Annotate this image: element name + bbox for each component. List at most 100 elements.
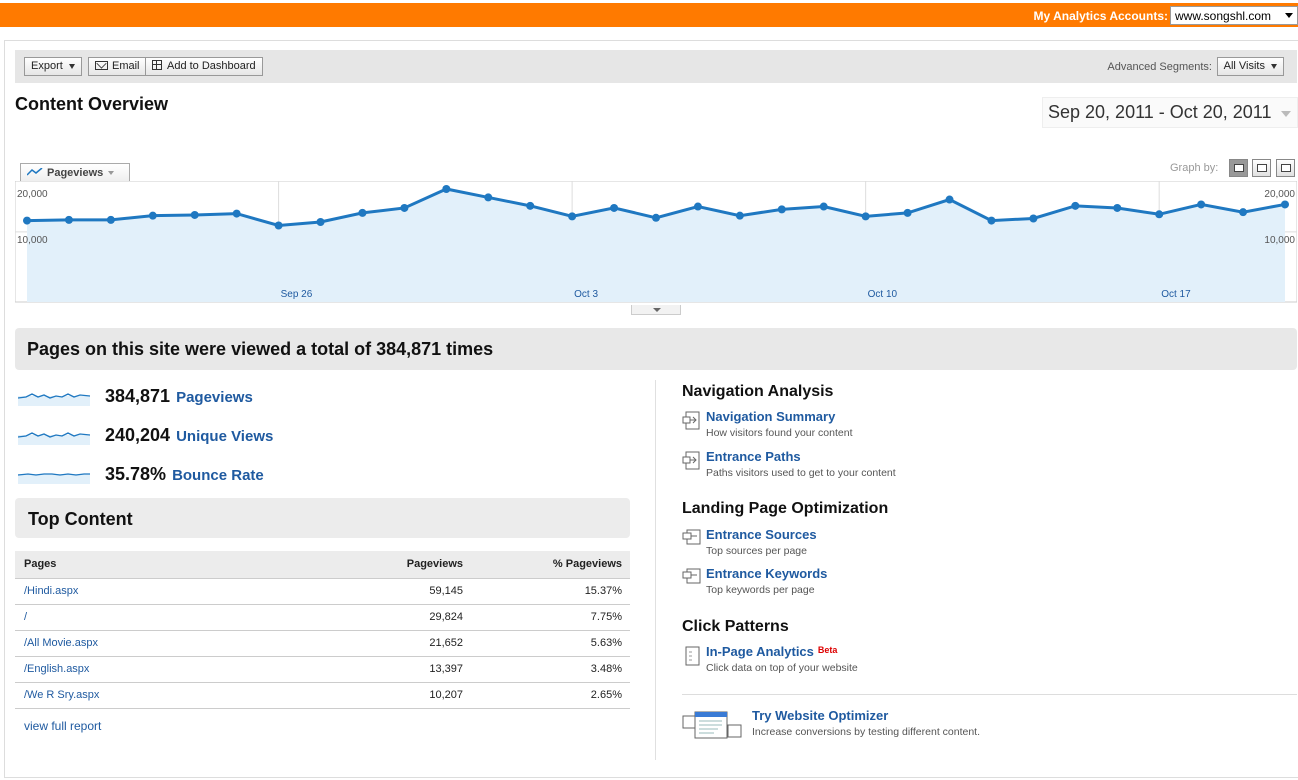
pct-cell: 3.48% <box>463 656 630 683</box>
chart-point[interactable] <box>987 216 996 225</box>
top-bar: My Analytics Accounts: www.songshl.com <box>0 0 1298 27</box>
x-tick-label: Oct 3 <box>574 289 598 300</box>
chart-point[interactable] <box>903 208 912 217</box>
metric-label: Pageviews <box>47 167 104 179</box>
navigation-summary-item: Navigation Summary How visitors found yo… <box>682 409 1082 445</box>
chart-point[interactable] <box>777 205 786 214</box>
dashboard-icon <box>152 60 162 70</box>
chart-point[interactable] <box>232 209 241 218</box>
pageviews-cell: 10,207 <box>315 682 463 709</box>
pageviews-cell: 13,397 <box>315 656 463 683</box>
email-label: Email <box>112 60 140 72</box>
page-title: Content Overview <box>15 94 169 114</box>
chart-point[interactable] <box>652 213 660 222</box>
try-website-optimizer-link[interactable]: Try Website Optimizer <box>752 708 889 723</box>
chart-point[interactable] <box>64 215 73 224</box>
chart-point[interactable] <box>1197 200 1206 209</box>
chevron-down-icon <box>1281 111 1291 117</box>
y-tick-label: 10,000 <box>17 235 48 246</box>
metric-value: 240,204 <box>105 425 171 445</box>
chart-point[interactable] <box>1029 214 1038 223</box>
chart-labels: 20,000 20,000 10,000 10,000 Sep 26 Oct 3 Oct 1… <box>17 189 1295 300</box>
chart-point[interactable] <box>148 211 157 220</box>
chart-point[interactable] <box>819 202 828 211</box>
account-select[interactable]: www.songshl.com <box>1170 6 1298 25</box>
chart-point[interactable] <box>274 221 283 230</box>
column-header-pages[interactable]: Pages <box>15 551 315 579</box>
table-row: /English.aspx 13,397 3.48% <box>15 656 630 683</box>
pct-cell: 2.65% <box>463 682 630 709</box>
chart-point[interactable] <box>526 201 535 210</box>
chart-points <box>23 185 1289 230</box>
graph-by-month-button[interactable] <box>1276 159 1295 177</box>
date-range-picker[interactable]: Sep 20, 2011 - Oct 20, 2011 <box>1042 97 1298 128</box>
chart-point[interactable] <box>442 185 451 193</box>
table-header-row: Pages Pageviews % Pageviews <box>15 551 630 579</box>
graph-by-day-button[interactable] <box>1229 159 1248 177</box>
email-button[interactable]: Email <box>88 57 147 76</box>
beta-badge: Beta <box>817 645 838 655</box>
pageviews-chart: 20,000 20,000 10,000 10,000 Sep 26 Oct 3 Oct 1… <box>15 181 1297 303</box>
page-link[interactable]: /All Movie.aspx <box>24 637 98 649</box>
page-link[interactable]: /We R Sry.aspx <box>24 689 100 701</box>
pageviews-link[interactable]: Pageviews <box>176 389 253 406</box>
chart-point[interactable] <box>358 208 367 217</box>
column-header-pageviews[interactable]: Pageviews <box>315 551 463 579</box>
chart-point[interactable] <box>1071 201 1080 210</box>
x-tick-label: Oct 17 <box>1161 289 1191 300</box>
table-row: /Hindi.aspx 59,145 15.37% <box>15 578 630 605</box>
entrance-paths-link[interactable]: Entrance Paths <box>706 449 801 464</box>
page-link[interactable]: /Hindi.aspx <box>24 585 79 597</box>
navigation-summary-link[interactable]: Navigation Summary <box>706 409 836 424</box>
export-button[interactable]: Export <box>24 57 82 76</box>
website-optimizer-promo: Try Website Optimizer Increase conversio… <box>682 707 1282 747</box>
chart-point[interactable] <box>861 212 870 221</box>
chart-point[interactable] <box>1113 203 1122 212</box>
metric-selector[interactable]: Pageviews <box>20 163 130 182</box>
chart-point[interactable] <box>23 216 31 225</box>
table-row: /All Movie.aspx 21,652 5.63% <box>15 630 630 657</box>
entrance-sources-link[interactable]: Entrance Sources <box>706 527 817 542</box>
landing-page-optimization-title: Landing Page Optimization <box>682 500 889 517</box>
chart-collapse-handle[interactable] <box>631 305 681 315</box>
unique-views-link[interactable]: Unique Views <box>176 428 274 445</box>
document-arrow-icon <box>682 568 701 584</box>
chart-point[interactable] <box>945 195 954 204</box>
navigation-summary-desc: How visitors found your content <box>706 427 853 439</box>
top-content-table: Pages Pageviews % Pageviews /Hindi.aspx … <box>15 551 630 709</box>
chart-point[interactable] <box>1281 200 1289 209</box>
chart-point[interactable] <box>568 212 577 221</box>
x-tick-label: Sep 26 <box>281 289 313 300</box>
document-flow-icon <box>682 451 700 470</box>
advanced-segments-select[interactable]: All Visits <box>1216 57 1284 76</box>
page-link[interactable]: /English.aspx <box>24 663 90 675</box>
add-to-dashboard-button[interactable]: Add to Dashboard <box>145 57 263 76</box>
entrance-keywords-item: Entrance Keywords Top keywords per page <box>682 566 1082 602</box>
chart-point[interactable] <box>484 193 493 202</box>
dashboard-label: Add to Dashboard <box>167 60 256 72</box>
entrance-sources-desc: Top sources per page <box>706 545 807 557</box>
entrance-keywords-link[interactable]: Entrance Keywords <box>706 566 828 581</box>
column-header-pct-pageviews[interactable]: % Pageviews <box>463 551 630 579</box>
chart-point[interactable] <box>610 203 619 212</box>
entrance-keywords-desc: Top keywords per page <box>706 584 815 596</box>
chart-point[interactable] <box>735 211 744 220</box>
bounce-rate-link[interactable]: Bounce Rate <box>172 467 264 484</box>
top-content-title: Top Content <box>28 509 133 529</box>
chart-point[interactable] <box>1155 210 1164 219</box>
chart-point[interactable] <box>1239 208 1248 217</box>
chart-point[interactable] <box>400 203 409 212</box>
in-page-analytics-link[interactable]: In-Page Analytics <box>706 644 814 659</box>
y-tick-label: 10,000 <box>1264 235 1295 246</box>
chart-point[interactable] <box>190 210 199 219</box>
chart-area-fill <box>27 189 1285 302</box>
chevron-down-icon <box>108 171 115 176</box>
section-divider <box>682 694 1297 695</box>
chart-point[interactable] <box>693 202 702 211</box>
entrance-sources-item: Entrance Sources Top sources per page <box>682 527 1082 563</box>
page-link[interactable]: / <box>24 611 28 623</box>
chart-point[interactable] <box>106 215 115 224</box>
chart-point[interactable] <box>316 217 325 226</box>
view-full-report-link[interactable]: view full report <box>24 719 102 733</box>
graph-by-week-button[interactable] <box>1252 159 1271 177</box>
